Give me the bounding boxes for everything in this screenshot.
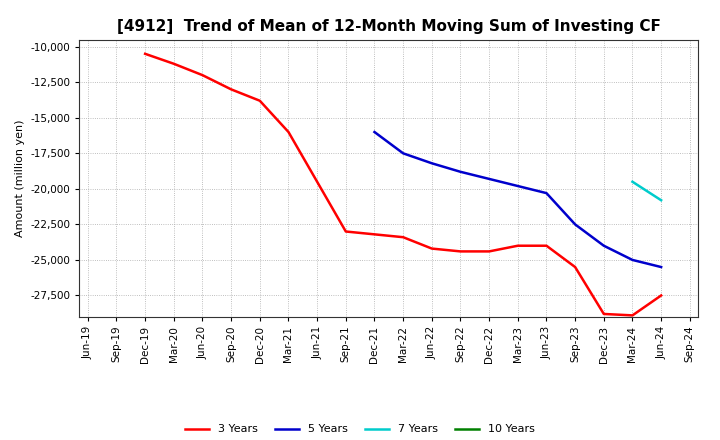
- Legend: 3 Years, 5 Years, 7 Years, 10 Years: 3 Years, 5 Years, 7 Years, 10 Years: [181, 420, 539, 439]
- Title: [4912]  Trend of Mean of 12-Month Moving Sum of Investing CF: [4912] Trend of Mean of 12-Month Moving …: [117, 19, 661, 34]
- Y-axis label: Amount (million yen): Amount (million yen): [14, 119, 24, 237]
